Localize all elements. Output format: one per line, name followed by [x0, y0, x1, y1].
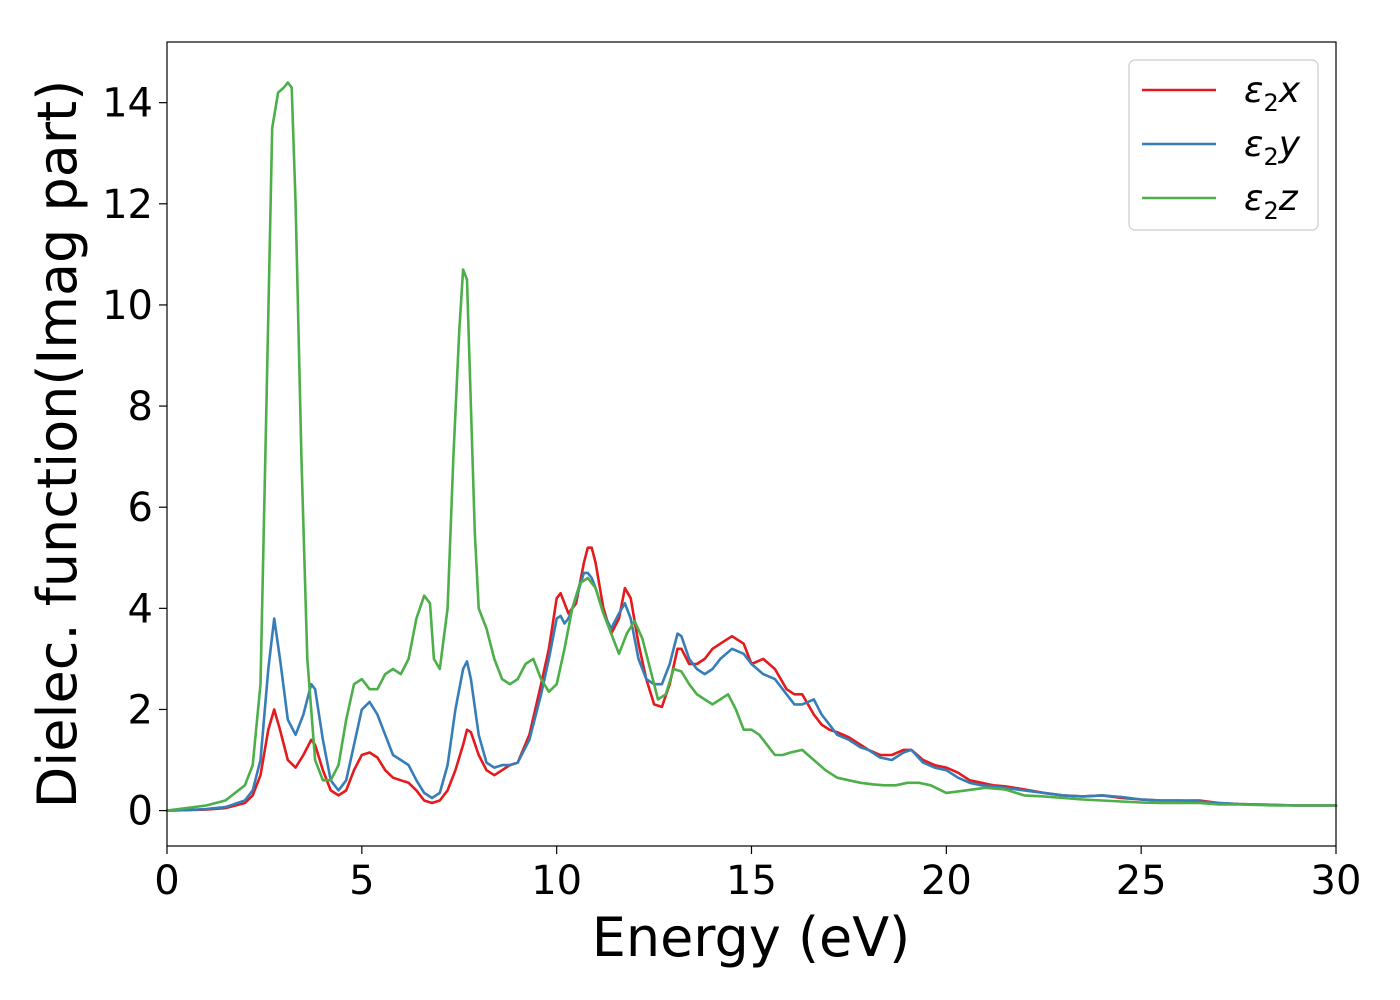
y-tick-label: 2 — [128, 687, 153, 733]
plot-frame — [166, 41, 1337, 847]
series-line-y — [165, 571, 1338, 812]
legend-label-z: ε2z — [1244, 178, 1299, 225]
y-tick-label: 12 — [102, 182, 153, 228]
x-tick-label: 25 — [1116, 858, 1167, 904]
y-tick-label: 6 — [128, 485, 153, 531]
y-tick-label: 10 — [102, 283, 153, 329]
legend-label-y: ε2y — [1244, 124, 1301, 171]
x-tick-label: 0 — [154, 858, 179, 904]
series-line-z — [165, 81, 1338, 812]
y-axis-label: Dielec. function(Imag part) — [26, 80, 89, 809]
x-tick-label: 30 — [1311, 858, 1362, 904]
legend-box — [1128, 59, 1319, 231]
series-layer — [165, 81, 1338, 812]
x-tick-label: 5 — [349, 858, 374, 904]
y-tick-label: 4 — [128, 586, 153, 632]
legend-label-x: ε2x — [1244, 70, 1301, 117]
x-tick-label: 15 — [726, 858, 777, 904]
y-tick-label: 8 — [128, 384, 153, 430]
x-tick-label: 20 — [921, 858, 972, 904]
x-tick-label: 10 — [531, 858, 582, 904]
ticks-layer: 0 5 10 15 20 25 30 0 2 4 6 8 10 12 14 — [102, 81, 1361, 904]
y-tick-label: 0 — [128, 789, 153, 835]
legend: ε2x ε2y ε2z — [1128, 59, 1319, 231]
y-tick-label: 14 — [102, 81, 153, 127]
series-line-x — [165, 546, 1338, 812]
x-axis-label: Energy (eV) — [592, 906, 911, 969]
